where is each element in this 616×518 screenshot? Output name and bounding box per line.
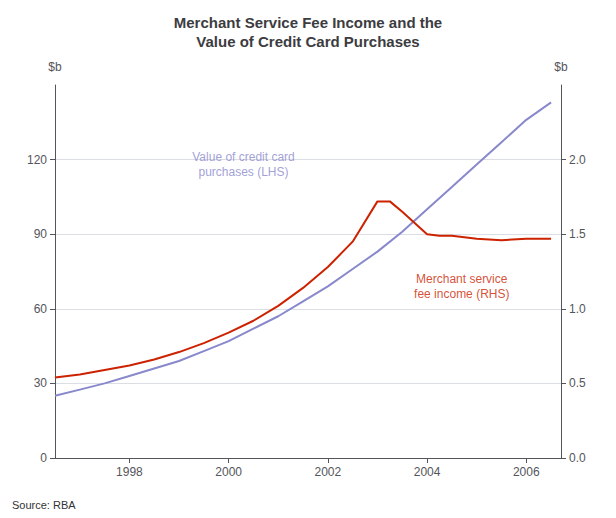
svg-text:2006: 2006 [513, 465, 540, 479]
svg-text:$b: $b [48, 60, 62, 74]
svg-text:2002: 2002 [314, 465, 341, 479]
svg-text:Source: RBA: Source: RBA [12, 499, 76, 511]
svg-text:Value of Credit Card Purchases: Value of Credit Card Purchases [196, 33, 419, 50]
svg-text:30: 30 [34, 376, 48, 390]
svg-text:60: 60 [34, 302, 48, 316]
svg-text:$b: $b [554, 60, 568, 74]
svg-text:2004: 2004 [414, 465, 441, 479]
svg-text:Merchant Service Fee Income an: Merchant Service Fee Income and the [174, 14, 442, 31]
svg-text:1.0: 1.0 [569, 302, 586, 316]
svg-text:0: 0 [40, 451, 47, 465]
svg-text:0.5: 0.5 [569, 376, 586, 390]
svg-text:1998: 1998 [116, 465, 143, 479]
svg-text:Value of credit card: Value of credit card [192, 150, 295, 164]
svg-text:1.5: 1.5 [569, 227, 586, 241]
svg-text:0.0: 0.0 [569, 451, 586, 465]
svg-text:2000: 2000 [215, 465, 242, 479]
svg-text:90: 90 [34, 227, 48, 241]
svg-text:120: 120 [27, 153, 47, 167]
svg-text:2.0: 2.0 [569, 153, 586, 167]
svg-text:purchases (LHS): purchases (LHS) [198, 165, 288, 179]
svg-text:fee income (RHS): fee income (RHS) [414, 287, 509, 301]
svg-text:Merchant service: Merchant service [416, 272, 508, 286]
